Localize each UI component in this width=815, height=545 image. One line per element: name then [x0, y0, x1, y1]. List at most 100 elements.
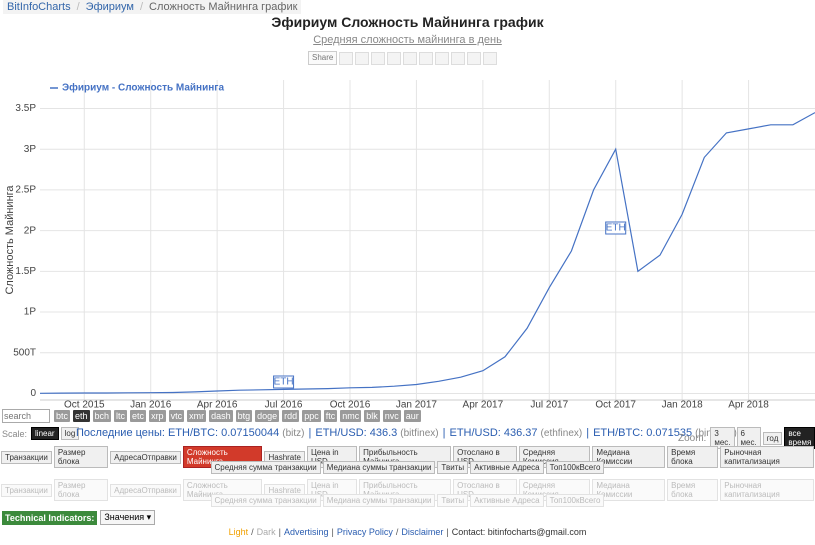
- coin-button[interactable]: aur: [403, 410, 421, 422]
- coin-button[interactable]: btg: [235, 410, 253, 422]
- tab-button[interactable]: Медиана Комиссии: [592, 446, 666, 468]
- share-icon[interactable]: [451, 51, 466, 65]
- breadcrumb: BitInfoCharts / Эфириум / Сложность Майнинга…: [3, 0, 302, 14]
- technical-indicators[interactable]: Technical Indicators:: [2, 510, 98, 525]
- x-tick-label: Jul 2017: [530, 400, 568, 410]
- footer-link[interactable]: Privacy Policy: [336, 527, 393, 537]
- footer-separator: |: [331, 527, 334, 537]
- footer: Light / Dark | Advertising | Privacy Policy / Di…: [0, 527, 815, 537]
- share-icon[interactable]: [419, 51, 434, 65]
- scale-button[interactable]: log: [60, 427, 80, 440]
- tab-button[interactable]: Время блока: [667, 446, 719, 468]
- footer-separator: /: [395, 527, 399, 537]
- scale-bar: Scale: linear log: [2, 427, 80, 440]
- latest-prices: Последние цены: ETH/BTC: 0.07150044 (bitz)…: [76, 427, 737, 439]
- tab-button[interactable]: Время блока: [667, 479, 719, 501]
- tab-button[interactable]: Топ100кВсего: [545, 461, 605, 474]
- x-tick-label: Oct 2015: [64, 400, 105, 410]
- footer-link[interactable]: Disclaimer: [401, 527, 444, 537]
- share-icon[interactable]: [435, 51, 450, 65]
- price-source: (bitz): [282, 427, 305, 439]
- scale-button[interactable]: linear: [31, 427, 59, 440]
- share-label: Share: [308, 51, 338, 65]
- zoom-button[interactable]: год: [762, 431, 783, 445]
- tab-button[interactable]: Твиты: [437, 494, 469, 507]
- footer-link[interactable]: Contact: bitinfocharts@gmail.com: [451, 527, 587, 537]
- prices-label: Последние цены:: [76, 427, 165, 439]
- coin-button[interactable]: dash: [209, 410, 233, 422]
- coin-button[interactable]: rdd: [282, 410, 300, 422]
- share-icon[interactable]: [403, 51, 418, 65]
- share-icon[interactable]: [483, 51, 498, 65]
- prices-separator: |: [586, 427, 590, 439]
- tab-button[interactable]: Размер блока: [53, 446, 109, 468]
- share-bar: Share: [308, 51, 498, 65]
- footer-link[interactable]: Dark: [256, 527, 276, 537]
- coin-button[interactable]: ltc: [114, 410, 128, 422]
- tab-button[interactable]: Транзакции: [1, 483, 52, 497]
- y-tick-label: 2P: [24, 225, 37, 236]
- share-icon[interactable]: [355, 51, 370, 65]
- price-source: (bitfinex): [400, 427, 439, 439]
- tab-button[interactable]: Медиана Комиссии: [592, 479, 666, 501]
- coin-button[interactable]: btc: [54, 410, 71, 422]
- footer-link[interactable]: Light: [228, 527, 249, 537]
- x-tick-label: Oct 2017: [595, 400, 636, 410]
- coin-button[interactable]: bch: [92, 410, 112, 422]
- zoom-label: Zoom:: [678, 432, 707, 444]
- tab-button[interactable]: Активные Адреса: [470, 494, 544, 507]
- tab-button[interactable]: Средняя сумма транзакции: [210, 461, 321, 474]
- tab-row: Средняя сумма транзакции Медиана суммы тр…: [0, 461, 815, 474]
- coin-button[interactable]: doge: [255, 410, 280, 422]
- indicator-select[interactable]: Значения ▾: [100, 510, 156, 525]
- breadcrumb-separator: /: [139, 1, 144, 13]
- search-box[interactable]: [2, 409, 50, 423]
- share-icon[interactable]: [371, 51, 386, 65]
- breadcrumb-item[interactable]: BitInfoCharts: [7, 1, 71, 13]
- legend-label: Эфириум - Сложность Майнинга: [62, 82, 224, 94]
- tab-button[interactable]: Медиана суммы транзакции: [322, 494, 436, 507]
- coin-button[interactable]: blk: [364, 410, 380, 422]
- coin-button[interactable]: nmc: [340, 410, 362, 422]
- coin-button[interactable]: eth: [73, 410, 90, 422]
- y-tick-label: 1P: [24, 307, 37, 318]
- share-icon[interactable]: [467, 51, 482, 65]
- coin-button[interactable]: ppc: [302, 410, 321, 422]
- tab-button[interactable]: АдресаОтправки: [110, 450, 181, 464]
- footer-link[interactable]: Advertising: [283, 527, 329, 537]
- coin-button[interactable]: vtc: [168, 410, 185, 422]
- tab-button[interactable]: Рыночная капитализация: [720, 446, 814, 468]
- prices-separator: |: [442, 427, 446, 439]
- x-tick-label: Apr 2018: [728, 400, 769, 410]
- tab-button[interactable]: Медиана суммы транзакции: [322, 461, 436, 474]
- annotation-text: ETH: [274, 377, 294, 388]
- y-tick-label: 1.5P: [15, 266, 36, 277]
- tab-button[interactable]: Размер блока: [53, 479, 109, 501]
- share-icon[interactable]: [339, 51, 354, 65]
- breadcrumb-item[interactable]: Эфириум: [85, 1, 134, 13]
- coin-button[interactable]: xrp: [149, 410, 166, 422]
- tab-button[interactable]: АдресаОтправки: [110, 483, 181, 497]
- price-pair: ETH/USD: 436.3: [315, 427, 398, 439]
- share-icon[interactable]: [387, 51, 402, 65]
- footer-separator: /: [251, 527, 254, 537]
- x-tick-label: Apr 2016: [197, 400, 238, 410]
- tab-button[interactable]: Средняя сумма транзакции: [210, 494, 321, 507]
- tab-button[interactable]: Твиты: [437, 461, 469, 474]
- footer-separator: |: [446, 527, 449, 537]
- tab-button[interactable]: Рыночная капитализация: [720, 479, 814, 501]
- tab-button[interactable]: Активные Адреса: [470, 461, 544, 474]
- chart: 0 500T 1P 1.5P 2P 2.5P 3P 3.5P Oct 2015 Jan 2016 A…: [4, 80, 815, 410]
- chart-subtitle: Средняя сложность майнинга в день: [313, 34, 502, 46]
- coin-button[interactable]: nvc: [382, 410, 401, 422]
- tab-button[interactable]: Топ100кВсего: [545, 494, 605, 507]
- annotation-flag: [605, 221, 627, 235]
- x-tick-label: Jan 2018: [662, 400, 704, 410]
- x-tick-label: Jan 2017: [396, 400, 438, 410]
- price-pair: ETH/BTC: 0.071535: [593, 427, 693, 439]
- coin-button[interactable]: ftc: [323, 410, 338, 422]
- coin-button[interactable]: etc: [130, 410, 147, 422]
- tab-button[interactable]: Транзакции: [1, 450, 52, 464]
- x-tick-label: Jan 2016: [130, 400, 172, 410]
- coin-button[interactable]: xmr: [187, 410, 207, 422]
